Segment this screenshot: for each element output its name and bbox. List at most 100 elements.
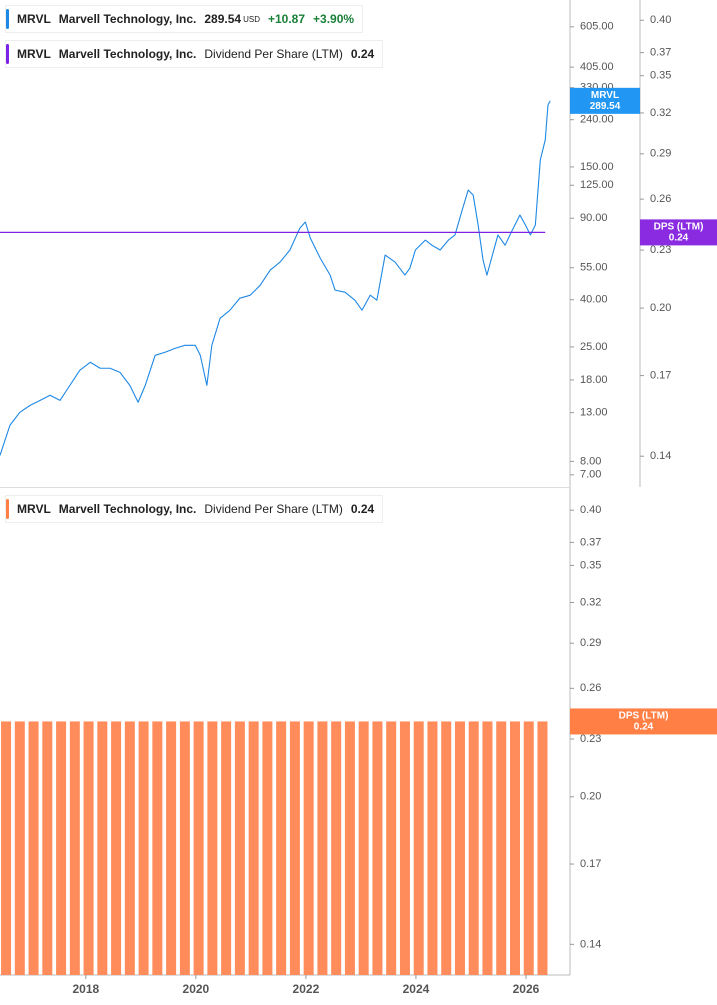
bar xyxy=(509,721,520,975)
currency: USD xyxy=(243,14,260,24)
bar xyxy=(42,721,53,975)
y-tick-label: 55.00 xyxy=(580,262,608,274)
bar xyxy=(69,721,80,975)
bar xyxy=(152,721,163,975)
ticker: MRVL xyxy=(17,47,51,61)
bar xyxy=(468,721,479,975)
bar xyxy=(537,721,548,975)
y-tick-label: 40.00 xyxy=(580,294,608,306)
bar xyxy=(14,721,25,975)
bar xyxy=(331,721,342,975)
badge-label: MRVL xyxy=(591,90,619,101)
price-badge xyxy=(570,708,717,735)
company: Marvell Technology, Inc. xyxy=(58,502,197,516)
bar xyxy=(138,721,149,975)
last-value: 0.24 xyxy=(350,47,375,61)
bar xyxy=(56,721,67,975)
bar xyxy=(83,721,94,975)
legend-price: MRVL Marvell Technology, Inc. 289.54 USD… xyxy=(5,5,364,33)
y-tick-label: 0.26 xyxy=(580,682,601,694)
y-tick-label: 0.32 xyxy=(580,596,601,608)
bar xyxy=(179,721,190,975)
badge-label: DPS (LTM) xyxy=(619,711,669,722)
bar xyxy=(399,721,410,975)
y-tick-label: 0.40 xyxy=(580,504,601,516)
metric: Dividend Per Share (LTM) xyxy=(204,47,343,61)
last-value: 0.24 xyxy=(350,502,375,516)
bar xyxy=(207,721,218,975)
plot-area xyxy=(1,721,548,975)
bar xyxy=(193,721,204,975)
y2-tick-label: 0.29 xyxy=(650,148,671,160)
y-tick-label: 0.20 xyxy=(580,791,601,803)
bar xyxy=(372,721,383,975)
bar xyxy=(441,721,452,975)
y-tick-label: 18.00 xyxy=(580,374,608,386)
y2-tick-label: 0.37 xyxy=(650,47,671,59)
change: +10.87 xyxy=(267,12,306,26)
legend-dps-bars: MRVL Marvell Technology, Inc. Dividend P… xyxy=(5,495,384,523)
y2-tick-label: 0.35 xyxy=(650,70,671,82)
legend-swatch xyxy=(6,44,9,64)
y2-tick-label: 0.23 xyxy=(650,244,671,256)
bar xyxy=(344,721,355,975)
bar xyxy=(289,721,300,975)
badge-label: DPS (LTM) xyxy=(654,222,704,233)
legend-swatch xyxy=(6,499,9,519)
y-tick-label: 405.00 xyxy=(580,61,614,73)
y-tick-label: 13.00 xyxy=(580,407,608,419)
y-tick-label: 8.00 xyxy=(580,455,601,467)
bar xyxy=(358,721,369,975)
y-tick-label: 0.35 xyxy=(580,559,601,571)
last-price: 289.54 xyxy=(204,12,242,26)
bar xyxy=(482,721,493,975)
y-tick-label: 25.00 xyxy=(580,341,608,353)
ticker: MRVL xyxy=(17,502,51,516)
bar xyxy=(124,721,135,975)
metric: Dividend Per Share (LTM) xyxy=(204,502,343,516)
y-tick-label: 240.00 xyxy=(580,114,614,126)
bar xyxy=(28,721,39,975)
y-tick-label: 0.29 xyxy=(580,637,601,649)
ticker: MRVL xyxy=(17,12,51,26)
legend-swatch xyxy=(6,9,9,29)
company: Marvell Technology, Inc. xyxy=(58,47,197,61)
bar xyxy=(276,721,287,975)
y-tick-label: 0.17 xyxy=(580,858,601,870)
y-tick-label: 7.00 xyxy=(580,469,601,481)
x-tick-label: 2022 xyxy=(293,982,320,996)
bar xyxy=(221,721,232,975)
y-tick-label: 0.14 xyxy=(580,938,601,950)
bar xyxy=(386,721,397,975)
bar xyxy=(496,721,507,975)
y2-tick-label: 0.17 xyxy=(650,370,671,382)
bar xyxy=(413,721,424,975)
bar xyxy=(303,721,314,975)
y-tick-label: 150.00 xyxy=(580,161,614,173)
bar xyxy=(97,721,108,975)
y2-tick-label: 0.14 xyxy=(650,450,671,462)
badge-value: 0.24 xyxy=(634,722,654,733)
y-tick-label: 125.00 xyxy=(580,179,614,191)
bar xyxy=(454,721,465,975)
x-tick-label: 2026 xyxy=(513,982,540,996)
price-badge xyxy=(640,219,717,246)
y-tick-label: 90.00 xyxy=(580,212,608,224)
badge-value: 289.54 xyxy=(590,101,621,112)
legend-dps: MRVL Marvell Technology, Inc. Dividend P… xyxy=(5,40,384,68)
price-badge xyxy=(570,87,640,114)
bar xyxy=(248,721,259,975)
bar xyxy=(523,721,534,975)
y-tick-label: 0.37 xyxy=(580,536,601,548)
y2-tick-label: 0.40 xyxy=(650,14,671,26)
bar xyxy=(317,721,328,975)
y2-tick-label: 0.26 xyxy=(650,193,671,205)
x-tick-label: 2018 xyxy=(72,982,99,996)
y2-tick-label: 0.32 xyxy=(650,107,671,119)
bar xyxy=(1,721,12,975)
bar xyxy=(262,721,273,975)
x-tick-label: 2020 xyxy=(183,982,210,996)
y-tick-label: 605.00 xyxy=(580,21,614,33)
